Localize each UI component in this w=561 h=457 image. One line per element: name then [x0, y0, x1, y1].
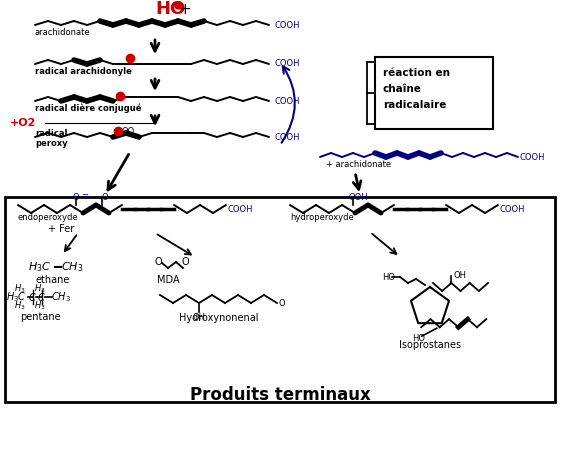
- Text: $H_3C$: $H_3C$: [28, 260, 52, 274]
- Text: $C$: $C$: [27, 291, 36, 303]
- Text: COOH: COOH: [275, 96, 301, 106]
- Text: OO: OO: [122, 128, 135, 137]
- Text: COOH: COOH: [228, 204, 254, 213]
- Text: OH: OH: [193, 314, 206, 323]
- Text: arachidonate: arachidonate: [35, 28, 91, 37]
- Text: réaction en: réaction en: [383, 68, 450, 78]
- Text: O: O: [279, 298, 286, 308]
- Text: Isoprostanes: Isoprostanes: [399, 340, 461, 350]
- Text: radical dière conjugué: radical dière conjugué: [35, 103, 141, 113]
- Text: $H_3$: $H_3$: [34, 300, 46, 312]
- Text: + Fer: + Fer: [48, 224, 74, 234]
- Text: OH: OH: [453, 271, 466, 280]
- Text: $H_3C$: $H_3C$: [6, 290, 27, 304]
- Text: HO: HO: [412, 334, 425, 343]
- Bar: [5, 197, 555, 402]
- Text: ethane: ethane: [36, 275, 70, 285]
- Bar: [375, 57, 493, 129]
- Text: Hydroxynonenal: Hydroxynonenal: [179, 313, 258, 323]
- Text: $H_3$: $H_3$: [34, 283, 46, 295]
- Text: MDA: MDA: [157, 275, 180, 285]
- Text: O: O: [182, 257, 190, 267]
- Text: OOH: OOH: [348, 192, 368, 202]
- Text: +O2: +O2: [10, 118, 36, 128]
- Text: O: O: [72, 192, 79, 202]
- Text: COOH: COOH: [275, 59, 301, 69]
- Text: chaîne: chaîne: [383, 84, 422, 94]
- Text: O: O: [155, 257, 163, 267]
- Text: COOH: COOH: [275, 133, 301, 142]
- Text: $H_3$: $H_3$: [14, 283, 26, 295]
- Text: endoperoxyde: endoperoxyde: [18, 213, 79, 222]
- Text: COOH: COOH: [520, 153, 545, 161]
- Text: COOH: COOH: [500, 204, 526, 213]
- Text: radical
peroxy: radical peroxy: [35, 128, 68, 148]
- Text: $C$: $C$: [36, 291, 45, 303]
- Text: radical arachidonyle: radical arachidonyle: [35, 67, 132, 76]
- Text: HO: HO: [155, 0, 185, 18]
- Text: Produits terminaux: Produits terminaux: [190, 386, 370, 404]
- Text: +: +: [178, 1, 191, 16]
- Text: + arachidonate: + arachidonate: [326, 160, 391, 169]
- Text: radicalaire: radicalaire: [383, 100, 447, 110]
- Text: HO: HO: [382, 272, 395, 282]
- Text: pentane: pentane: [20, 312, 61, 322]
- Text: $H_3$: $H_3$: [14, 300, 26, 312]
- Text: $CH_3$: $CH_3$: [51, 290, 71, 304]
- Text: $CH_3$: $CH_3$: [61, 260, 84, 274]
- Text: hydroperoxyde: hydroperoxyde: [290, 213, 354, 222]
- Text: COOH: COOH: [275, 21, 301, 30]
- Text: O: O: [102, 192, 108, 202]
- Text: =: =: [81, 191, 89, 201]
